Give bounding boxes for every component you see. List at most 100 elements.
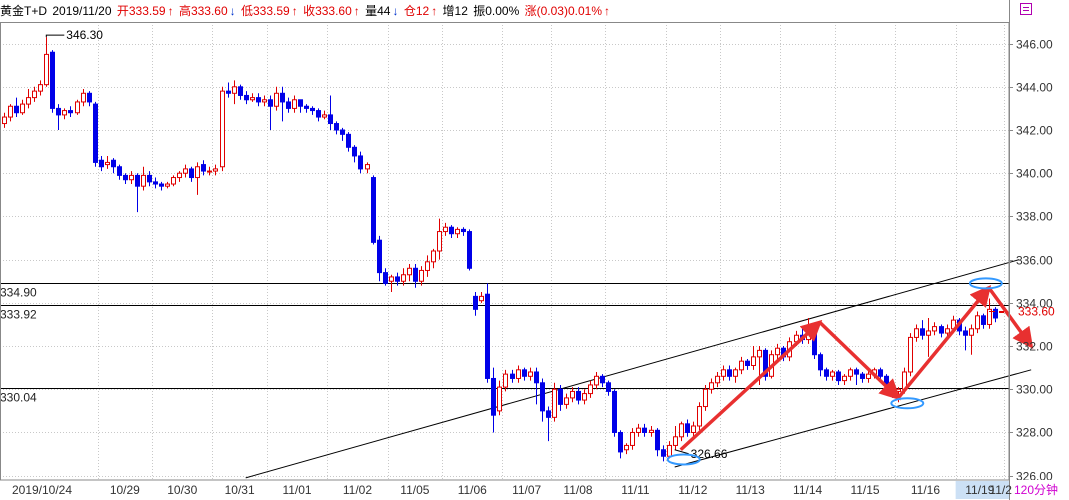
level-label: 333.92 [0,308,37,322]
grid [0,22,1009,480]
candle-body [624,444,629,451]
candle [14,97,19,118]
candle-body [232,86,237,94]
candle-body [310,107,315,112]
candle [383,268,388,286]
candle-body [497,386,502,412]
max-leader-line [45,34,65,38]
x-tick-label: 10/30 [167,483,197,497]
max-label: 346.30 [66,28,103,42]
candle [286,97,291,113]
candle [443,222,448,236]
candle-body [207,170,212,173]
y-tick-label: 336.00 [1016,254,1053,268]
last-price-label: 333.60 [1018,304,1055,318]
change-arrow-icon: ↑ [603,4,610,18]
candle-body [745,360,750,367]
min-leader-line [674,449,689,455]
candle [600,374,605,388]
candle-body [32,90,37,99]
candle-body [860,373,865,379]
candle [44,37,49,87]
candle [842,374,847,385]
candle-body [479,295,484,302]
candle-body [878,369,883,377]
high-value: 高333.60 [178,4,228,18]
candle [99,155,104,172]
candle-body [824,369,829,377]
candle [945,324,950,338]
candle-body [818,354,823,371]
candle [491,367,496,433]
candle [340,127,345,141]
candle-body [407,267,412,276]
candle [920,320,925,340]
quote-date: 2019/11/20 [52,4,112,18]
period-selector[interactable]: 120分钟 [1012,480,1069,500]
candle-body [588,384,593,395]
candle-body [673,436,678,446]
candle-body [334,123,339,131]
candle-body [570,390,575,399]
candle [232,80,237,105]
low-arrow-icon: ↑ [291,4,298,18]
candle [697,402,702,431]
candle-body [389,276,394,282]
volume-arrow-icon: ↓ [392,4,399,18]
candle [26,88,31,109]
candle [377,235,382,282]
candle [661,445,666,462]
candle-body [189,168,194,179]
candle-body [510,373,515,379]
candle [812,326,817,360]
x-tick-label: 11/20 [989,483,1018,497]
highlight-ellipse [968,277,1003,290]
layout-toggle-icon[interactable] [1020,3,1032,15]
y-tick-label: 334.00 [1016,297,1053,311]
candle-body [111,159,116,168]
candle [739,356,744,375]
candle-body [655,429,660,451]
candle [304,104,309,113]
candle-body [123,174,128,181]
candle-body [165,183,170,187]
low-value: 低333.59 [241,4,290,18]
candle-body [516,369,521,379]
x-tick-label: 11/14 [793,483,822,497]
candle [649,425,654,437]
candle [32,86,37,102]
annotations: 346.30 326.66 [45,28,1034,466]
candle-body [8,105,13,118]
candle [981,313,986,329]
level-label: 334.90 [0,286,37,300]
close-value: 收333.60 [303,4,352,18]
position-arrow-icon: ↑ [431,4,438,18]
candle [250,93,255,102]
candle [745,359,750,370]
candle [588,380,593,398]
candle [449,225,454,239]
candle-body [999,310,1004,313]
candle-body [262,99,267,103]
candle-body [727,369,732,377]
level-label: 330.04 [0,391,37,405]
candle [709,378,714,394]
candle-body [685,423,690,433]
candle-body [244,94,249,101]
candle-body [75,101,80,114]
high-arrow-icon: ↓ [229,4,236,18]
candle [642,423,647,437]
candle [854,367,859,385]
candle [328,95,333,131]
trend-arrow [818,321,901,401]
trend-channel-lines [245,259,1032,479]
y-tick-label: 344.00 [1016,81,1053,95]
candle-body [467,231,472,269]
candle [93,101,98,167]
candle [685,419,690,437]
x-tick-label: 11/16 [911,483,940,497]
candle-body [697,406,702,427]
channel-line [674,369,1032,468]
candle-body [26,97,31,105]
highlight-ellipse [890,397,925,410]
